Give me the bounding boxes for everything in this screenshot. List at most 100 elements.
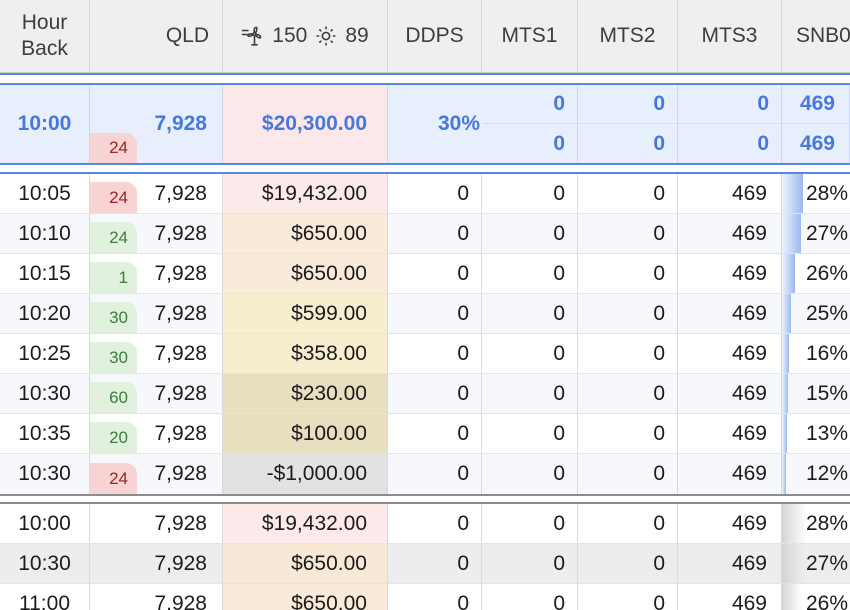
ddps-cell[interactable]: 0: [388, 414, 482, 453]
table-row[interactable]: 10:20 30 7,928 $599.00 0 0 0 469 25%: [0, 294, 850, 334]
qld-cell[interactable]: 30 7,928: [90, 334, 223, 373]
price-cell[interactable]: $650.00: [223, 584, 388, 610]
mts1-cell[interactable]: 0: [482, 414, 578, 453]
qld-cell[interactable]: 24 7,928: [90, 174, 223, 213]
mts1-cell[interactable]: 0: [482, 174, 578, 213]
percent-cell[interactable]: 12%: [782, 454, 850, 494]
mts2-cell[interactable]: 0: [578, 454, 678, 494]
mts1-cell[interactable]: 0: [482, 214, 578, 253]
percent-cell[interactable]: 30%: [388, 85, 482, 163]
table-row[interactable]: 10:05 24 7,928 $19,432.00 0 0 0 469 28%: [0, 174, 850, 214]
percent-cell[interactable]: 16%: [782, 334, 850, 373]
mts1-cell[interactable]: 0: [482, 374, 578, 413]
qld-cell[interactable]: 24 7,928: [90, 214, 223, 253]
time-cell[interactable]: 10:30: [0, 454, 90, 494]
mts2-cell[interactable]: 0: [578, 214, 678, 253]
mts3-cell[interactable]: 469: [678, 544, 782, 583]
qld-cell[interactable]: 7,928: [90, 584, 223, 610]
percent-cell[interactable]: 28%: [782, 504, 850, 543]
mts3-cell[interactable]: 469: [678, 454, 782, 494]
mts3-cell[interactable]: 469: [678, 254, 782, 293]
table-row[interactable]: 10:00 7,928 $19,432.00 0 0 0 469 28%: [0, 504, 850, 544]
mts3-cell[interactable]: 469: [678, 374, 782, 413]
qld-cell[interactable]: 7,928: [90, 504, 223, 543]
mts3-cell[interactable]: 469: [678, 174, 782, 213]
mts2-cell[interactable]: 0: [578, 374, 678, 413]
table-row[interactable]: 10:30 7,928 $650.00 0 0 0 469 27%: [0, 544, 850, 584]
price-cell[interactable]: $19,432.00: [223, 504, 388, 543]
header-mts1[interactable]: MTS1: [482, 0, 578, 72]
header-hour-back[interactable]: Hour Back: [0, 0, 90, 72]
time-cell[interactable]: 10:10: [0, 214, 90, 253]
mts2-cell[interactable]: 0: [578, 414, 678, 453]
qld-cell[interactable]: 7,928: [90, 544, 223, 583]
ddps-cell[interactable]: 0: [388, 584, 482, 610]
mts3-cell[interactable]: 469: [782, 85, 850, 124]
table-row[interactable]: 10:15 1 7,928 $650.00 0 0 0 469 26%: [0, 254, 850, 294]
ddps-cell[interactable]: 0: [388, 334, 482, 373]
ddps-cell[interactable]: 0: [482, 85, 578, 124]
header-wind-sun[interactable]: 150 89: [223, 0, 388, 72]
price-cell[interactable]: $358.00: [223, 334, 388, 373]
mts1-cell[interactable]: 0: [482, 544, 578, 583]
table-row[interactable]: 10:10 24 7,928 $650.00 0 0 0 469 27%: [0, 214, 850, 254]
qld-cell[interactable]: 60 7,928: [90, 374, 223, 413]
table-row[interactable]: 10:35 20 7,928 $100.00 0 0 0 469 13%: [0, 414, 850, 454]
mts3-cell[interactable]: 469: [782, 124, 850, 163]
percent-cell[interactable]: 13%: [782, 414, 850, 453]
qld-cell[interactable]: 24 7,928: [90, 454, 223, 494]
qld-cell[interactable]: 1 7,928: [90, 254, 223, 293]
mts3-cell[interactable]: 469: [678, 584, 782, 610]
percent-cell[interactable]: 15%: [782, 374, 850, 413]
mts1-cell[interactable]: 0: [482, 584, 578, 610]
table-row[interactable]: 10:30 60 7,928 $230.00 0 0 0 469 15%: [0, 374, 850, 414]
mts3-cell[interactable]: 469: [678, 504, 782, 543]
pinned-row[interactable]: 10:00 24 7,928 $20,300.00 0 0 0 469 30% …: [0, 85, 850, 163]
header-mts3[interactable]: MTS3: [678, 0, 782, 72]
time-cell[interactable]: 10:00: [0, 504, 90, 543]
time-cell[interactable]: 10:30: [0, 544, 90, 583]
time-cell[interactable]: 10:20: [0, 294, 90, 333]
price-cell[interactable]: $650.00: [223, 214, 388, 253]
mts1-cell[interactable]: 0: [482, 334, 578, 373]
time-cell[interactable]: 11:00: [0, 584, 90, 610]
ddps-cell[interactable]: 0: [388, 504, 482, 543]
mts3-cell[interactable]: 469: [678, 334, 782, 373]
mts1-cell[interactable]: 0: [482, 294, 578, 333]
price-cell[interactable]: $599.00: [223, 294, 388, 333]
time-cell[interactable]: 10:00: [0, 85, 90, 163]
mts2-cell[interactable]: 0: [578, 504, 678, 543]
ddps-cell[interactable]: 0: [388, 454, 482, 494]
header-qld[interactable]: QLD: [90, 0, 223, 72]
ddps-cell[interactable]: 0: [482, 124, 578, 163]
time-cell[interactable]: 10:25: [0, 334, 90, 373]
ddps-cell[interactable]: 0: [388, 174, 482, 213]
price-cell[interactable]: $230.00: [223, 374, 388, 413]
mts1-cell[interactable]: 0: [482, 454, 578, 494]
time-cell[interactable]: 10:30: [0, 374, 90, 413]
table-row[interactable]: 10:30 24 7,928 -$1,000.00 0 0 0 469 12%: [0, 454, 850, 494]
mts3-cell[interactable]: 469: [678, 294, 782, 333]
ddps-cell[interactable]: 0: [388, 254, 482, 293]
price-cell[interactable]: $650.00: [223, 254, 388, 293]
mts2-cell[interactable]: 0: [578, 174, 678, 213]
mts2-cell[interactable]: 0: [578, 254, 678, 293]
mts1-cell[interactable]: 0: [482, 504, 578, 543]
table-row[interactable]: 10:25 30 7,928 $358.00 0 0 0 469 16%: [0, 334, 850, 374]
percent-cell[interactable]: 26%: [782, 584, 850, 610]
table-row[interactable]: 11:00 7,928 $650.00 0 0 0 469 26%: [0, 584, 850, 610]
qld-cell[interactable]: 30 7,928: [90, 294, 223, 333]
mts2-cell[interactable]: 0: [578, 544, 678, 583]
mts2-cell[interactable]: 0: [578, 334, 678, 373]
percent-cell[interactable]: 26%: [782, 254, 850, 293]
mts2-cell[interactable]: 0: [678, 85, 782, 124]
percent-cell[interactable]: 27%: [782, 544, 850, 583]
percent-cell[interactable]: 28%: [782, 174, 850, 213]
time-cell[interactable]: 10:15: [0, 254, 90, 293]
ddps-cell[interactable]: 0: [388, 374, 482, 413]
header-ddps[interactable]: DDPS: [388, 0, 482, 72]
percent-cell[interactable]: 25%: [782, 294, 850, 333]
price-cell[interactable]: $20,300.00: [223, 85, 388, 163]
price-cell[interactable]: $100.00: [223, 414, 388, 453]
header-snb[interactable]: SNB0: [782, 0, 850, 72]
